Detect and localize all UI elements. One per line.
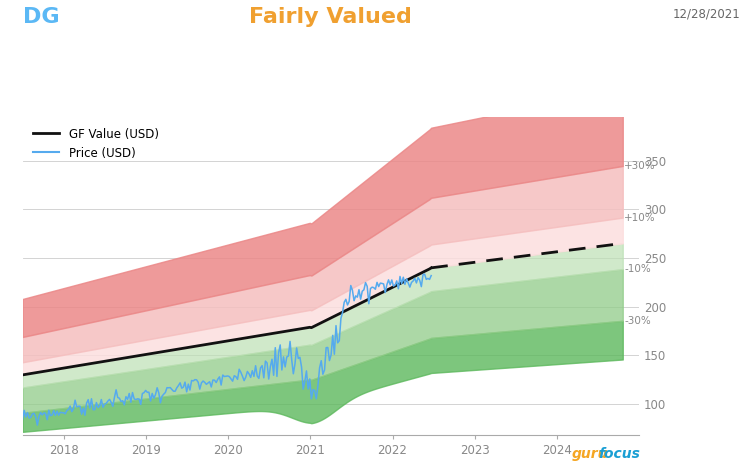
Text: -10%: -10% (624, 264, 651, 274)
Text: +10%: +10% (624, 212, 656, 223)
Text: DG: DG (23, 7, 59, 27)
Text: +30%: +30% (624, 161, 656, 171)
Text: -30%: -30% (624, 316, 651, 326)
Text: guru: guru (572, 446, 608, 461)
Text: Fairly Valued: Fairly Valued (250, 7, 412, 27)
Legend: GF Value (USD), Price (USD): GF Value (USD), Price (USD) (29, 123, 163, 164)
Text: 12/28/2021: 12/28/2021 (673, 7, 741, 20)
Text: focus: focus (599, 446, 641, 461)
